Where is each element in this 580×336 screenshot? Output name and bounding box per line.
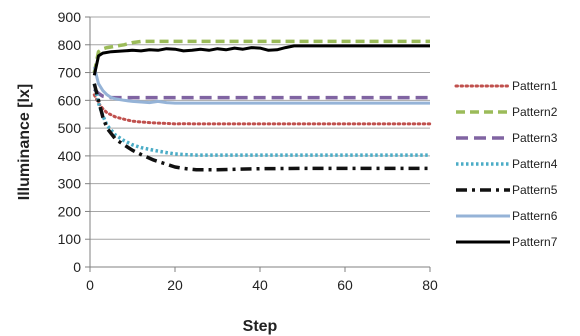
series-line-pattern7 [92, 44, 430, 76]
legend-label-pattern4: Pattern4 [512, 157, 558, 171]
x-tick-label-60: 60 [337, 277, 353, 293]
y-tick-label-200: 200 [58, 203, 82, 219]
series-line-pattern4 [92, 83, 430, 157]
x-tick-label-0: 0 [86, 277, 94, 293]
y-tick-label-300: 300 [58, 176, 82, 192]
x-axis-title: Step [243, 318, 278, 335]
y-tick-label-400: 400 [58, 148, 82, 164]
series-line-pattern5 [92, 83, 430, 172]
y-tick-label-800: 800 [58, 37, 82, 53]
y-axis-title: Illuminance [lx] [16, 84, 33, 200]
y-tick-label-100: 100 [58, 231, 82, 247]
series-line-pattern2 [92, 39, 430, 73]
series-line-pattern3 [93, 87, 430, 100]
y-tick-label-600: 600 [58, 92, 82, 108]
x-tick-labels: 0 20 40 60 80 [86, 267, 438, 293]
legend: Pattern1 Pattern2 Pattern3 Pattern4 Pattern5… [454, 79, 558, 249]
x-tick-label-80: 80 [422, 277, 438, 293]
series-line-pattern6 [92, 66, 430, 105]
y-tick-label-0: 0 [73, 259, 81, 275]
legend-label-pattern2: Pattern2 [512, 105, 558, 119]
x-tick-label-40: 40 [252, 277, 268, 293]
y-tick-label-500: 500 [58, 120, 82, 136]
x-tick-label-20: 20 [167, 277, 183, 293]
legend-label-pattern6: Pattern6 [512, 209, 558, 223]
y-tick-labels: 0 100 200 300 400 500 600 700 800 900 [58, 9, 90, 275]
series-line-pattern1 [92, 93, 432, 126]
legend-label-pattern1: Pattern1 [512, 79, 558, 93]
grid-lines [90, 16, 430, 240]
y-tick-label-900: 900 [58, 9, 82, 25]
legend-label-pattern7: Pattern7 [512, 235, 558, 249]
axes [89, 17, 430, 268]
series-lines [92, 39, 432, 172]
legend-label-pattern5: Pattern5 [512, 183, 558, 197]
legend-label-pattern3: Pattern3 [512, 131, 558, 145]
y-tick-label-700: 700 [58, 65, 82, 81]
